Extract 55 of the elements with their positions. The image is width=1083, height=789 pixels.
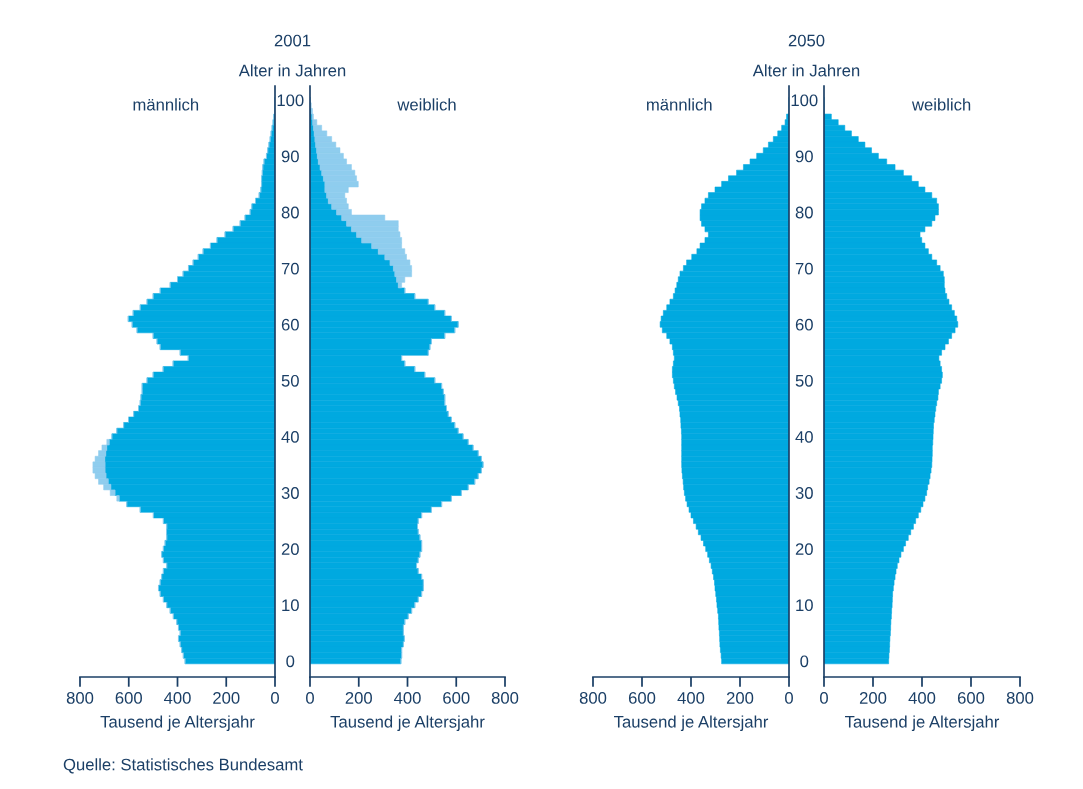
x-tick-label: 200 bbox=[345, 692, 372, 704]
x-tick-label: 400 bbox=[677, 692, 705, 704]
y-tick-label: 100 bbox=[791, 94, 818, 107]
y-tick-label: 80 bbox=[795, 206, 813, 219]
y-tick-label: 30 bbox=[795, 487, 813, 499]
x-tick-label: 200 bbox=[859, 692, 887, 704]
y-tick-label: 50 bbox=[795, 374, 813, 387]
x-axis-title: Tausend je Altersjahr bbox=[100, 715, 255, 731]
x-axis-title: Tausend je Altersjahr bbox=[330, 715, 485, 731]
y-tick-label: 70 bbox=[281, 262, 299, 275]
text: männlich bbox=[647, 98, 712, 111]
chart-subtitle: Alter in Jahren bbox=[752, 64, 860, 77]
x-tick-label: 200 bbox=[726, 692, 754, 704]
y-tick-label: 0 bbox=[800, 655, 809, 668]
y-tick-label: 50 bbox=[281, 374, 299, 387]
x-tick-label: 600 bbox=[957, 692, 985, 704]
x-tick-label: 200 bbox=[213, 692, 240, 704]
x-tick-label: 0 bbox=[271, 692, 279, 704]
y-tick-label: 90 bbox=[795, 150, 813, 163]
source-note: Quelle: Statistisches Bundesamt bbox=[63, 758, 303, 774]
x-tick-label: 800 bbox=[1006, 692, 1034, 704]
y-tick-label: 100 bbox=[277, 94, 304, 107]
y-tick-label: 60 bbox=[281, 318, 299, 331]
x-tick-label: 600 bbox=[628, 692, 656, 704]
x-tick-label: 600 bbox=[115, 692, 142, 704]
y-tick-label: 40 bbox=[281, 431, 299, 443]
y-tick-label: 70 bbox=[795, 262, 813, 275]
y-tick-label: 10 bbox=[796, 599, 813, 612]
y-tick-label: 20 bbox=[281, 543, 299, 556]
text: weiblich bbox=[911, 98, 971, 111]
x-axis-title: Tausend je Altersjahr bbox=[614, 715, 769, 731]
x-tick-label: 0 bbox=[306, 692, 314, 704]
text: männlich bbox=[133, 98, 199, 111]
y-tick-label: 90 bbox=[281, 150, 299, 163]
x-tick-label: 800 bbox=[491, 692, 519, 704]
y-tick-label: 0 bbox=[286, 655, 295, 668]
y-tick-label: 20 bbox=[795, 543, 813, 556]
x-tick-label: 800 bbox=[579, 692, 607, 704]
x-tick-label: 400 bbox=[908, 692, 936, 704]
chart-subtitle: Alter in Jahren bbox=[238, 64, 346, 77]
chart-title: 2050 bbox=[788, 34, 825, 47]
x-axis-title: Tausend je Altersjahr bbox=[845, 715, 1000, 731]
x-tick-label: 0 bbox=[785, 692, 793, 704]
x-tick-label: 400 bbox=[163, 692, 191, 704]
text: weiblich bbox=[397, 98, 456, 111]
y-tick-label: 80 bbox=[281, 206, 299, 219]
x-tick-label: 800 bbox=[66, 692, 94, 704]
y-tick-label: 40 bbox=[795, 431, 813, 443]
chart-title: 2001 bbox=[274, 34, 311, 47]
y-tick-label: 30 bbox=[281, 487, 299, 499]
y-tick-label: 60 bbox=[795, 318, 813, 331]
x-tick-label: 400 bbox=[393, 692, 421, 704]
x-tick-label: 600 bbox=[443, 692, 470, 704]
x-tick-label: 0 bbox=[820, 692, 828, 704]
y-tick-label: 10 bbox=[282, 599, 299, 612]
